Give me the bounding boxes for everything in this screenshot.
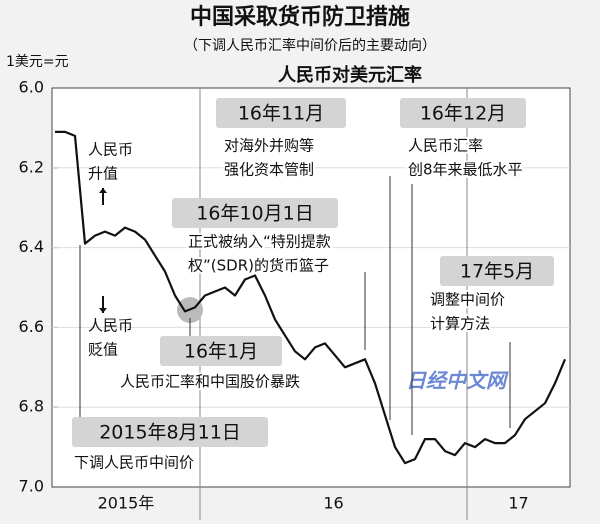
y-tick-label: 6.4 (19, 237, 44, 256)
annotation-text: 下调人民币中间价 (74, 454, 194, 472)
annotation-label: 16年10月1日 (196, 203, 313, 225)
annotation-box (216, 98, 346, 128)
annotation-box (440, 256, 554, 286)
annotation-text: 调整中间价 (430, 291, 505, 309)
chart-subtitle: （下调人民币汇率中间价后的主要动向） (184, 37, 436, 54)
annotation-text: 人民币汇率 (408, 137, 483, 155)
annotation-box (72, 417, 268, 447)
direction-note: 升值 (88, 165, 118, 183)
annotation-label: 16年1月 (184, 341, 258, 363)
annotation-text: 强化资本管制 (224, 161, 314, 179)
direction-arrow-head (99, 308, 107, 313)
annotation-box (172, 198, 338, 228)
annotation-label: 16年11月 (238, 103, 324, 125)
rate-line (55, 130, 567, 465)
direction-note: 贬值 (88, 341, 118, 359)
annotation-label: 17年5月 (460, 261, 534, 283)
x-period-label: 16 (323, 494, 343, 513)
y-tick-label: 7.0 (19, 477, 44, 496)
direction-arrow-head (99, 188, 107, 193)
annotation-box (160, 336, 282, 366)
watermark: 日经中文网 (406, 369, 509, 393)
x-period-label: 2015年 (98, 494, 155, 513)
y-tick-label: 6.2 (19, 157, 44, 176)
annotation-text: 正式被纳入“特别提款 (188, 233, 331, 251)
annotation-label: 2015年8月11日 (99, 422, 241, 444)
series-label: 人民币对美元汇率 (278, 64, 422, 86)
y-tick-label: 6.0 (19, 78, 44, 97)
direction-note: 人民币 (88, 317, 133, 335)
annotation-text: 人民币汇率和中国股价暴跌 (120, 373, 300, 391)
annotation-box (400, 98, 526, 128)
annotation-text: 计算方法 (430, 315, 490, 333)
y-tick-label: 6.6 (19, 317, 44, 336)
y-tick-label: 6.8 (19, 397, 44, 416)
x-period-label: 17 (508, 494, 528, 513)
annotation-text: 创8年来最低水平 (408, 161, 523, 179)
unit-label: 1美元=元 (6, 54, 69, 70)
chart-title: 中国采取货币防卫措施 (190, 4, 410, 30)
annotation-text: 对海外并购等 (224, 137, 314, 155)
annotation-label: 16年12月 (420, 103, 506, 125)
direction-note: 人民币 (88, 141, 133, 159)
annotation-text: 权”(SDR)的货币篮子 (188, 257, 329, 275)
